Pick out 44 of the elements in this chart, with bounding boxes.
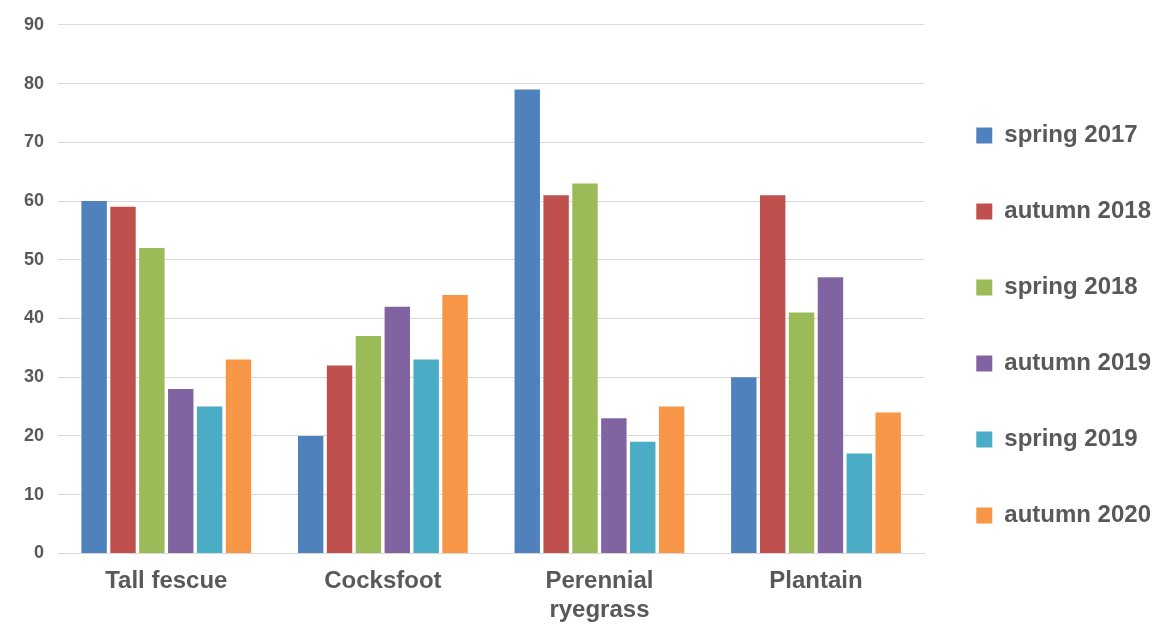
bar <box>514 89 540 553</box>
legend-label: spring 2019 <box>1004 424 1138 452</box>
bar <box>110 206 136 553</box>
bar <box>225 359 252 553</box>
bar <box>601 418 627 553</box>
bar <box>297 435 324 553</box>
bar <box>630 441 656 553</box>
bar <box>572 183 598 553</box>
legend-label: spring 2017 <box>1004 120 1138 148</box>
y-tick-label: 80 <box>23 72 45 93</box>
y-tick-label: 40 <box>23 307 45 328</box>
bar <box>326 365 353 553</box>
bar <box>875 412 901 553</box>
bar <box>168 388 194 553</box>
y-tick-label: 0 <box>34 542 45 563</box>
bar <box>81 201 107 553</box>
bar <box>139 247 165 553</box>
bar <box>788 312 815 553</box>
legend-label: autumn 2020 <box>1004 500 1151 528</box>
y-tick-label: 60 <box>23 189 45 210</box>
y-tick-label: 50 <box>23 248 45 269</box>
bar <box>355 336 382 553</box>
bar <box>817 277 844 553</box>
x-tick-label: Plantain <box>769 566 863 594</box>
y-tick-label: 30 <box>23 366 45 387</box>
bar <box>196 406 223 553</box>
y-tick-label: 90 <box>23 13 45 34</box>
y-tick-label: 10 <box>23 483 45 504</box>
x-tick-label: Tall fescue <box>105 566 228 594</box>
bar <box>731 377 757 553</box>
bar <box>442 294 468 553</box>
y-tick-label: 20 <box>23 424 45 445</box>
bar <box>384 306 411 553</box>
legend-label: spring 2018 <box>1004 272 1138 300</box>
x-tick-label: Cocksfoot <box>324 566 442 594</box>
legend-label: autumn 2018 <box>1004 196 1151 224</box>
bar <box>759 195 786 553</box>
y-tick-label: 70 <box>23 131 45 152</box>
bar <box>413 359 439 553</box>
bar <box>846 453 873 553</box>
bar <box>543 195 569 553</box>
bar <box>658 406 685 553</box>
x-tick-label: Perennial ryegrass <box>545 566 654 623</box>
legend-label: autumn 2019 <box>1004 348 1151 376</box>
